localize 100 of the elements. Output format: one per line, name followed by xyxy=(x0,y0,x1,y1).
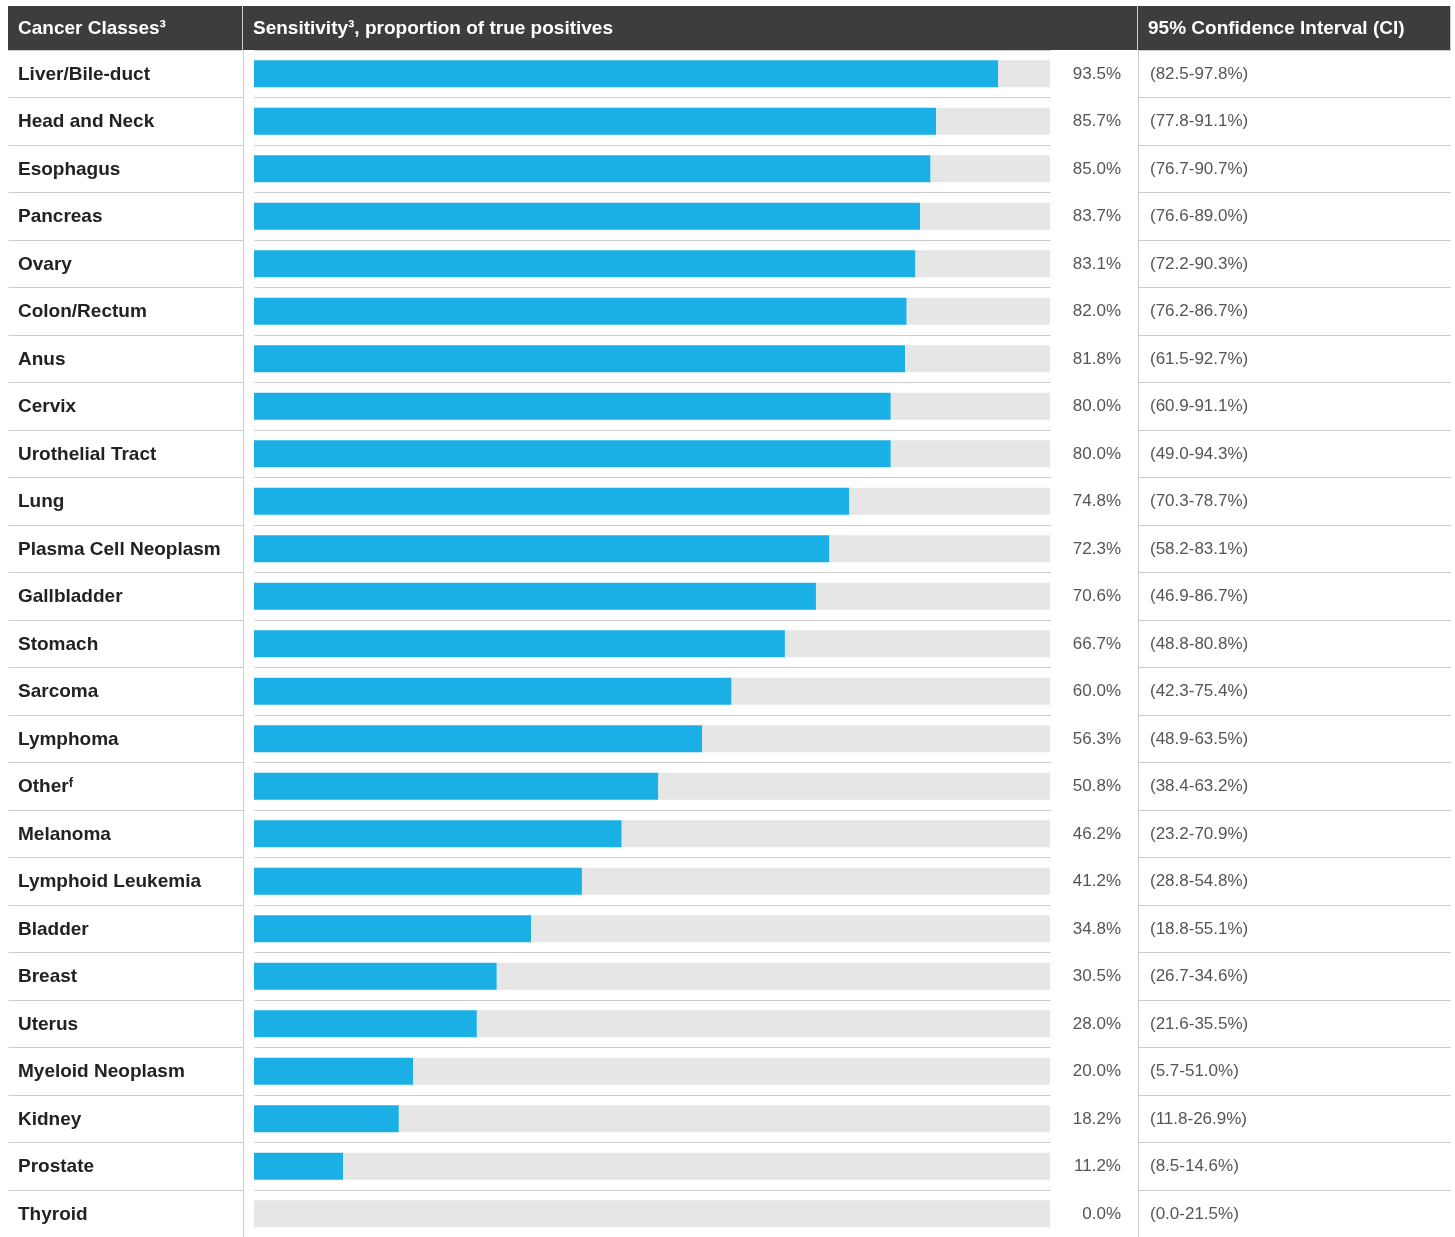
y-tick-label: Prostate xyxy=(18,1155,95,1177)
bar xyxy=(254,1010,477,1038)
bar xyxy=(254,155,931,183)
y-tick-label: Gallbladder xyxy=(18,585,124,607)
text: (46.9-86.7%) xyxy=(1150,586,1249,606)
y-tick-label: Uterus xyxy=(18,1012,79,1034)
bar xyxy=(784,630,1050,658)
y-axis-title: Cancer Classes³ xyxy=(8,6,243,50)
y-tick-label: Colon/Rectum xyxy=(18,300,147,322)
y-tick-label: Esophagus xyxy=(18,157,121,179)
bar xyxy=(254,582,816,610)
text: (49.0-94.3%) xyxy=(1150,443,1249,463)
bar xyxy=(890,440,1050,468)
bar xyxy=(413,1057,1050,1085)
text: (23.2-70.9%) xyxy=(1150,823,1249,843)
y-tick-label: Anus xyxy=(18,347,66,369)
text: (26.7-34.6%) xyxy=(1150,966,1249,986)
y-tick-label: Ovary xyxy=(18,252,73,274)
text: (28.8-54.8%) xyxy=(1150,871,1249,891)
y-tick-label: Stomach xyxy=(18,632,99,654)
bar xyxy=(254,630,785,658)
text: (38.4-63.2%) xyxy=(1150,776,1249,796)
bar xyxy=(254,1152,344,1180)
data-label: 46.2% xyxy=(1072,823,1121,843)
text: (72.2-90.3%) xyxy=(1150,253,1249,273)
data-label: 93.5% xyxy=(1072,63,1121,83)
bar xyxy=(815,582,1050,610)
y-tick-label: Cervix xyxy=(18,395,77,417)
bar xyxy=(254,1105,399,1133)
bar xyxy=(254,820,622,848)
y-tick-label: Otherᶠ xyxy=(18,775,74,797)
bar xyxy=(621,820,1050,848)
bar xyxy=(254,392,891,420)
data-label: 66.7% xyxy=(1072,633,1121,653)
text: (61.5-92.7%) xyxy=(1150,348,1249,368)
data-label: 18.2% xyxy=(1072,1108,1121,1128)
bar xyxy=(254,202,921,230)
bar xyxy=(254,915,532,943)
bar xyxy=(254,772,659,800)
text: (11.8-26.9%) xyxy=(1150,1108,1248,1128)
bar xyxy=(849,487,1050,515)
bar xyxy=(254,107,937,135)
bar xyxy=(254,677,732,705)
y-tick-label: Pancreas xyxy=(18,205,103,227)
bar xyxy=(254,725,703,753)
bar xyxy=(658,772,1050,800)
data-label: 20.0% xyxy=(1072,1061,1121,1081)
data-label: 28.0% xyxy=(1072,1013,1121,1033)
y-tick-label: Myeloid Neoplasm xyxy=(18,1060,185,1082)
y-tick-label: Plasma Cell Neoplasm xyxy=(18,537,221,559)
data-label: 0.0% xyxy=(1082,1203,1121,1223)
text: (58.2-83.1%) xyxy=(1150,538,1249,558)
bar xyxy=(890,392,1050,420)
x-axis-title: Sensitivity³, proportion of true positives xyxy=(243,6,1138,50)
y-tick-label: Urothelial Tract xyxy=(18,442,157,464)
y-tick-label: Breast xyxy=(18,965,78,987)
bar xyxy=(254,250,916,278)
data-label: 34.8% xyxy=(1072,918,1121,938)
y-tick-label: Head and Neck xyxy=(18,110,155,132)
text: (76.7-90.7%) xyxy=(1150,158,1249,178)
bar xyxy=(702,725,1050,753)
bar xyxy=(731,677,1050,705)
text: (5.7-51.0%) xyxy=(1150,1061,1239,1081)
data-label: 72.3% xyxy=(1072,538,1121,558)
bar xyxy=(915,250,1050,278)
y-tick-label: Melanoma xyxy=(18,822,112,844)
data-label: 80.0% xyxy=(1072,443,1121,463)
text: (77.8-91.1%) xyxy=(1150,111,1249,131)
bar xyxy=(829,535,1050,563)
bar xyxy=(254,440,891,468)
y-tick-label: Sarcoma xyxy=(18,680,99,702)
bar xyxy=(254,60,999,88)
y-tick-label: Kidney xyxy=(18,1107,82,1129)
text: (8.5-14.6%) xyxy=(1150,1156,1239,1176)
y-tick-label: Lymphoid Leukemia xyxy=(18,870,202,892)
bar xyxy=(254,962,497,990)
data-label: 80.0% xyxy=(1072,396,1121,416)
bar xyxy=(254,297,907,325)
data-label: 11.2% xyxy=(1074,1156,1121,1176)
y-tick-label: Lung xyxy=(18,490,65,512)
bar xyxy=(476,1010,1050,1038)
data-label: 70.6% xyxy=(1072,586,1121,606)
text: (0.0-21.5%) xyxy=(1150,1203,1239,1223)
bar xyxy=(581,867,1050,895)
bar xyxy=(254,345,906,373)
y-tick-label: Thyroid xyxy=(18,1202,88,1224)
bar xyxy=(998,60,1050,88)
data-label: 82.0% xyxy=(1072,301,1121,321)
bar xyxy=(398,1105,1050,1133)
bar xyxy=(496,962,1050,990)
bar xyxy=(254,1200,1050,1228)
bar xyxy=(905,345,1050,373)
data-label: 85.7% xyxy=(1072,111,1121,131)
data-label: 50.8% xyxy=(1072,776,1121,796)
text: (42.3-75.4%) xyxy=(1150,681,1249,701)
data-label: 83.7% xyxy=(1072,206,1121,226)
data-label: 60.0% xyxy=(1072,681,1121,701)
bar xyxy=(920,202,1050,230)
bar xyxy=(254,487,850,515)
data-label: 85.0% xyxy=(1072,158,1121,178)
